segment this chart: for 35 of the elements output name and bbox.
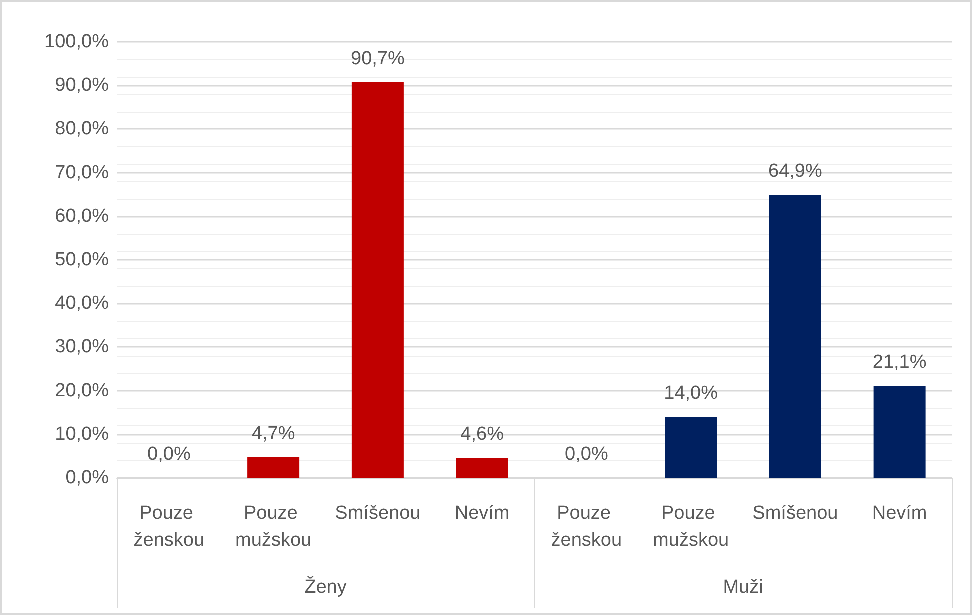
y-tick-label: 40,0%: [55, 293, 110, 314]
text: Ženy: [304, 576, 348, 598]
x-tick-label: Smíšenou: [335, 503, 421, 524]
data-label: 4,6%: [460, 424, 504, 445]
data-label: 64,9%: [768, 161, 822, 182]
y-tick-label: 60,0%: [55, 206, 110, 227]
y-tick-label: 100,0%: [44, 32, 110, 52]
y-tick-label: 10,0%: [55, 424, 110, 445]
x-tick-label: Smíšenou: [752, 503, 838, 524]
x-tick-label: Pouze ženskou: [551, 503, 622, 551]
text: Muži: [723, 577, 764, 598]
bar: [248, 458, 300, 478]
data-label: 21,1%: [872, 352, 927, 374]
y-tick-label: 80,0%: [55, 118, 110, 140]
data-label: 14,0%: [664, 382, 718, 404]
bar: [874, 386, 926, 478]
y-tick-label: 70,0%: [55, 162, 110, 184]
bar: [769, 195, 822, 478]
y-tick-label: 20,0%: [55, 380, 110, 402]
y-tick-label: 30,0%: [55, 336, 110, 358]
x-tick-label: Pouze mužskou: [236, 503, 312, 551]
x-tick-label: Pouze ženskou: [134, 503, 205, 551]
data-label: 90,7%: [351, 48, 405, 70]
bar: [352, 82, 404, 478]
y-tick-label: 0,0%: [66, 468, 110, 488]
data-label: 0,0%: [565, 444, 608, 465]
data-label: 0,0%: [148, 444, 191, 465]
x-tick-label: Pouze mužskou: [653, 503, 730, 551]
bar: [665, 416, 718, 478]
x-tick-label: Nevím: [872, 503, 928, 524]
x-tick-label: Nevím: [454, 503, 510, 524]
bar: [456, 458, 508, 478]
y-tick-label: 50,0%: [55, 250, 110, 270]
data-label: 4,7%: [252, 424, 296, 445]
y-tick-label: 90,0%: [55, 75, 110, 96]
